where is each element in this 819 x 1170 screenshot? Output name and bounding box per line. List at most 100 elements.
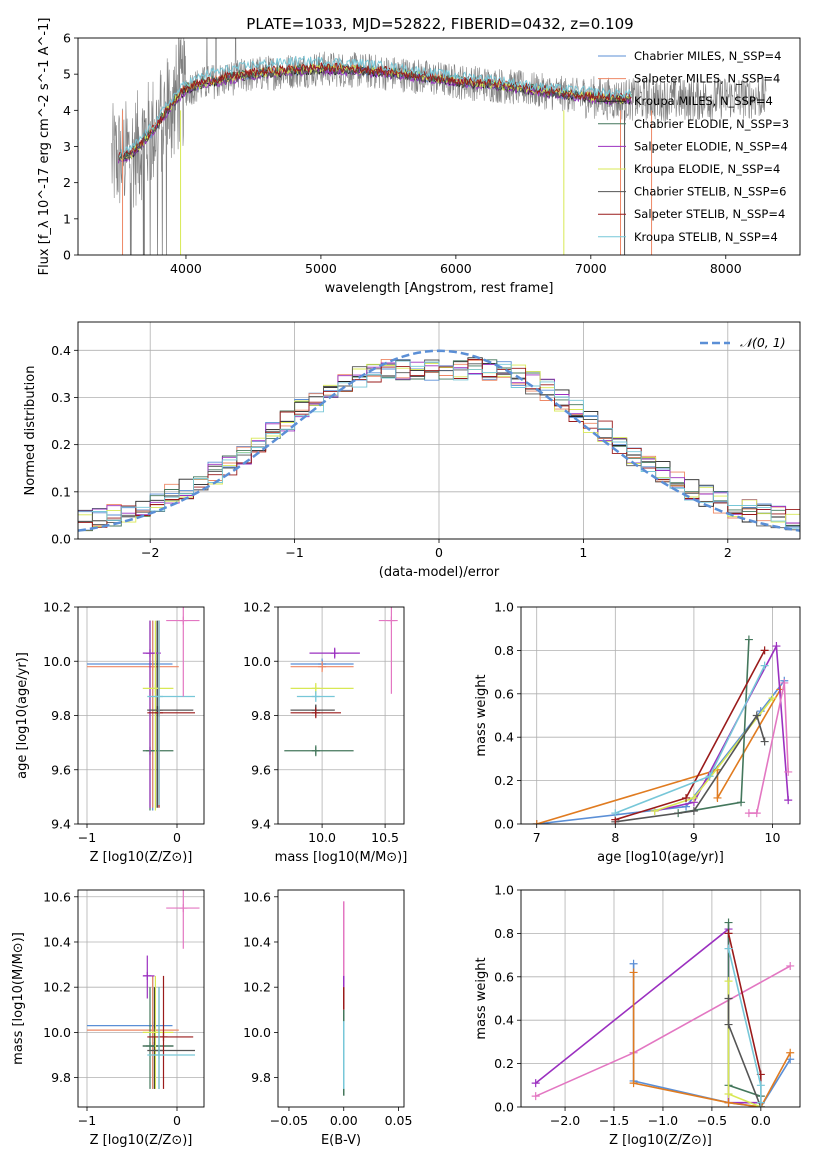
data-point — [311, 692, 320, 701]
weight-point — [784, 767, 793, 776]
weight-point — [784, 796, 793, 805]
weight-point — [724, 977, 733, 986]
weight-line — [727, 922, 762, 1097]
y-tick-label: 9.4 — [51, 817, 71, 832]
plot-area-Z-age — [87, 607, 200, 811]
y-tick-label: 2 — [63, 175, 71, 190]
data-point — [387, 616, 396, 625]
legend-label: Salpeter ELODIE, N_SSP=4 — [634, 139, 788, 153]
y-axis-label: Flux [f_λ 10^-17 erg cm^-2 s^-1 A^-1] — [37, 18, 52, 276]
x-tick-label: −0.05 — [270, 1113, 308, 1128]
x-tick-label: −1.5 — [599, 1113, 629, 1128]
data-point — [155, 1051, 163, 1060]
legend-label: Kroupa STELIB, N_SSP=4 — [634, 230, 778, 244]
y-tick-label: 10.4 — [43, 934, 71, 949]
legend-label: Kroupa MILES, N_SSP=4 — [634, 94, 773, 108]
y-tick-label: 0.4 — [494, 730, 514, 745]
y-tick-label: 0.2 — [51, 437, 71, 452]
weight-point — [737, 798, 746, 807]
weight-point — [705, 772, 714, 781]
y-tick-label: 10.2 — [243, 600, 271, 615]
y-tick-label: 1.0 — [494, 600, 514, 615]
residual-histogram — [78, 357, 800, 527]
residual-histogram — [78, 360, 800, 529]
x-tick-label: 1 — [579, 545, 587, 560]
weight-point — [744, 635, 753, 644]
y-axis-label: mass weight — [474, 957, 489, 1039]
weight-point — [682, 793, 691, 802]
y-axis-label: age [log10(age/yr)] — [15, 652, 30, 779]
data-point — [151, 1028, 160, 1037]
weight-line — [727, 981, 762, 1107]
weight-point — [760, 737, 769, 746]
weight-point — [752, 711, 761, 720]
weight-point — [756, 1081, 765, 1090]
weight-point — [611, 809, 620, 818]
x-tick-label: 0 — [173, 1113, 181, 1128]
model-spectrum — [118, 55, 632, 158]
x-tick-label: 2 — [724, 545, 732, 560]
axes-mass-age: 10.0 10.5 9.4 9.6 9.8 10.0 10.2 mass [log10(M/M… — [243, 600, 407, 866]
weight-point — [532, 820, 541, 824]
plot-area-residuals — [78, 349, 800, 534]
x-tick-label: −1.0 — [648, 1113, 678, 1128]
axes-spectrum: 4000 5000 6000 7000 8000 0 1 2 3 4 5 6 wavelength [A… — [37, 18, 801, 296]
weight-point — [629, 1079, 638, 1088]
legend-label: Chabrier MILES, N_SSP=4 — [634, 49, 781, 63]
axes-age-massweight: 7 8 9 10 0.0 0.2 0.4 0.6 0.8 1.0 age [log10(age/yr… — [474, 600, 801, 865]
y-tick-label: 0.6 — [494, 686, 514, 701]
weight-point — [756, 1098, 765, 1107]
x-tick-label: 0 — [173, 830, 181, 845]
y-tick-label: 0.8 — [494, 926, 514, 941]
weight-point — [689, 806, 698, 815]
data-point — [151, 684, 160, 693]
legend-label: 𝒩(0, 1) — [740, 335, 786, 350]
plot-area-Z-mass — [87, 890, 200, 1089]
data-point — [146, 1041, 154, 1050]
weight-line — [678, 639, 750, 814]
weight-point — [713, 793, 722, 802]
x-tick-label: 0.00 — [330, 1113, 358, 1128]
weight-point — [752, 809, 761, 818]
data-point — [159, 1032, 168, 1041]
legend-label: Kroupa ELODIE, N_SSP=4 — [634, 162, 780, 176]
y-tick-label: 0.8 — [494, 643, 514, 658]
weight-point — [772, 642, 781, 651]
axes-Z-age: −1 0 9.4 9.6 9.8 10.0 10.2 Z [log10(Z/Z⊙)] age [… — [15, 600, 205, 865]
data-point — [311, 708, 320, 717]
x-tick-label: −1 — [285, 545, 303, 560]
x-tick-label: 10.0 — [308, 830, 336, 845]
y-tick-label: 0.1 — [51, 484, 71, 499]
y-tick-label: 9.8 — [51, 708, 71, 723]
weight-point — [724, 918, 733, 927]
y-tick-label: 3 — [63, 139, 71, 154]
y-tick-label: 10.0 — [243, 654, 271, 669]
x-tick-label: 5000 — [305, 261, 337, 276]
y-tick-label: 9.8 — [251, 708, 271, 723]
residual-histogram — [78, 359, 800, 534]
x-tick-label: 8 — [611, 830, 619, 845]
y-tick-label: 0.2 — [494, 1056, 514, 1071]
x-tick-label: −1 — [78, 830, 96, 845]
axes-Z-massweight: −2.0 −1.5 −1.0 −0.5 0.0 0.0 0.2 0.4 0.6 0.8 1.0 Z [… — [474, 883, 801, 1148]
data-point — [179, 616, 188, 625]
weight-point — [724, 1020, 733, 1029]
model-spectrum — [118, 62, 632, 158]
x-tick-label: 0.0 — [751, 1113, 771, 1128]
axes-EBV-mass: −0.05 0.00 0.05 9.8 10.0 10.2 10.4 10.6 E(B-V) — [243, 889, 412, 1148]
data-point — [330, 649, 339, 658]
figure-title: PLATE=1033, MJD=52822, FIBERID=0432, z=0… — [246, 15, 633, 33]
x-axis-label: mass [log10(M/M⊙)] — [275, 850, 408, 865]
y-axis-label: mass weight — [474, 674, 489, 756]
y-tick-label: 10.2 — [43, 980, 71, 995]
y-tick-label: 1.0 — [494, 883, 514, 898]
x-tick-label: 7 — [533, 830, 541, 845]
y-tick-label: 0.3 — [51, 390, 71, 405]
x-tick-label: 10.5 — [371, 830, 399, 845]
weight-point — [724, 1089, 733, 1098]
weight-line — [727, 948, 762, 1103]
x-axis-label: age [log10(age/yr)] — [597, 850, 724, 865]
x-tick-label: −0.5 — [697, 1113, 727, 1128]
model-spectrum — [118, 65, 632, 164]
